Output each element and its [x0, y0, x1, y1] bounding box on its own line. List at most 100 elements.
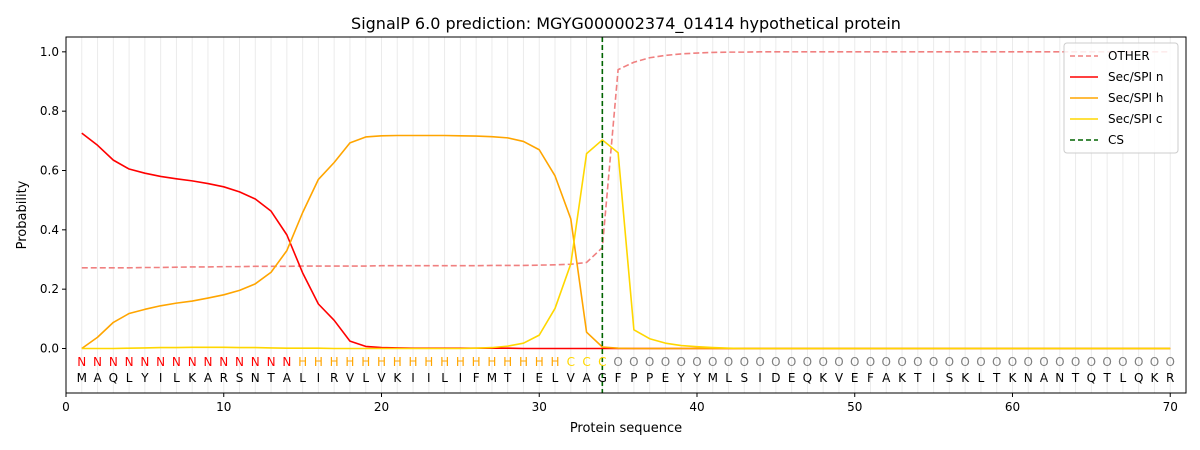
region-label: O [834, 355, 843, 369]
region-label: H [550, 355, 559, 369]
region-label: O [1150, 355, 1159, 369]
residue-label: I [411, 371, 415, 385]
region-label: H [487, 355, 496, 369]
residue-label: L [362, 371, 369, 385]
series-line-other [81, 51, 1171, 269]
residue-label: E [535, 371, 543, 385]
region-label: N [235, 355, 244, 369]
residue-label: K [961, 371, 970, 385]
residue-label: L [126, 371, 133, 385]
residue-label: D [771, 371, 780, 385]
residue-label: I [758, 371, 762, 385]
region-label: O [740, 355, 749, 369]
x-tick-label: 0 [62, 400, 70, 414]
residue-label: V [567, 371, 576, 385]
residue-label: E [662, 371, 670, 385]
region-label: H [377, 355, 386, 369]
region-label: O [645, 355, 654, 369]
region-label: H [424, 355, 433, 369]
legend-label: OTHER [1108, 49, 1150, 63]
legend-label: Sec/SPI n [1108, 70, 1163, 84]
residue-label: L [1120, 371, 1127, 385]
region-label: O [803, 355, 812, 369]
region-label: O [629, 355, 638, 369]
residue-label: K [1009, 371, 1018, 385]
residue-label: L [978, 371, 985, 385]
x-tick-label: 70 [1163, 400, 1178, 414]
residue-label: T [1071, 371, 1080, 385]
series-line-sec-spi-c [81, 139, 1171, 350]
region-label: C [567, 355, 575, 369]
residue-label: A [204, 371, 213, 385]
residue-label: N [1055, 371, 1064, 385]
region-label: O [976, 355, 985, 369]
region-label: N [93, 355, 102, 369]
region-label: O [1071, 355, 1080, 369]
residue-label: E [851, 371, 859, 385]
legend-label: Sec/SPI h [1108, 91, 1163, 105]
legend-label: CS [1108, 133, 1124, 147]
region-label: H [345, 355, 354, 369]
region-label: O [882, 355, 891, 369]
legend-label: Sec/SPI c [1108, 112, 1162, 126]
region-label: O [1102, 355, 1111, 369]
residue-label: K [1151, 371, 1160, 385]
region-label: N [140, 355, 149, 369]
residue-label: L [173, 371, 180, 385]
region-label: O [929, 355, 938, 369]
residue-label: Q [109, 371, 118, 385]
region-label: N [203, 355, 212, 369]
residue-label: Y [692, 371, 701, 385]
residue-label: T [992, 371, 1001, 385]
region-label: O [771, 355, 780, 369]
residue-label: Q [803, 371, 812, 385]
region-label: O [960, 355, 969, 369]
region-label: N [77, 355, 86, 369]
residue-label: T [1102, 371, 1111, 385]
region-label: O [1008, 355, 1017, 369]
region-label: N [251, 355, 260, 369]
region-label: C [582, 355, 590, 369]
region-label: H [298, 355, 307, 369]
region-label: H [503, 355, 512, 369]
residue-label: L [725, 371, 732, 385]
y-tick-label: 0.4 [40, 223, 59, 237]
region-label: H [456, 355, 465, 369]
residue-label: I [159, 371, 163, 385]
residue-label: M [708, 371, 718, 385]
chart-title: SignalP 6.0 prediction: MGYG000002374_01… [351, 14, 901, 34]
region-label: O [724, 355, 733, 369]
region-label: O [676, 355, 685, 369]
region-label: C [598, 355, 606, 369]
residue-label: S [236, 371, 244, 385]
residue-label: A [283, 371, 292, 385]
region-label: H [361, 355, 370, 369]
region-label: H [472, 355, 481, 369]
residue-label: K [819, 371, 828, 385]
region-label: H [409, 355, 418, 369]
residue-label: S [946, 371, 954, 385]
residue-label: K [188, 371, 197, 385]
residue-label: L [552, 371, 559, 385]
residue-label: N [1024, 371, 1033, 385]
residue-label: F [473, 371, 480, 385]
residue-label: T [503, 371, 512, 385]
residue-label: I [459, 371, 463, 385]
residue-label: S [740, 371, 748, 385]
x-tick-label: 50 [847, 400, 862, 414]
region-label: O [1039, 355, 1048, 369]
region-label: N [109, 355, 118, 369]
x-tick-label: 40 [689, 400, 704, 414]
x-tick-label: 20 [374, 400, 389, 414]
region-label: N [282, 355, 291, 369]
x-tick-label: 60 [1005, 400, 1020, 414]
residue-label: A [1040, 371, 1049, 385]
residue-label: I [317, 371, 321, 385]
residue-label: V [346, 371, 355, 385]
region-label: O [661, 355, 670, 369]
region-label: H [519, 355, 528, 369]
residue-label: Y [140, 371, 149, 385]
region-label: O [850, 355, 859, 369]
